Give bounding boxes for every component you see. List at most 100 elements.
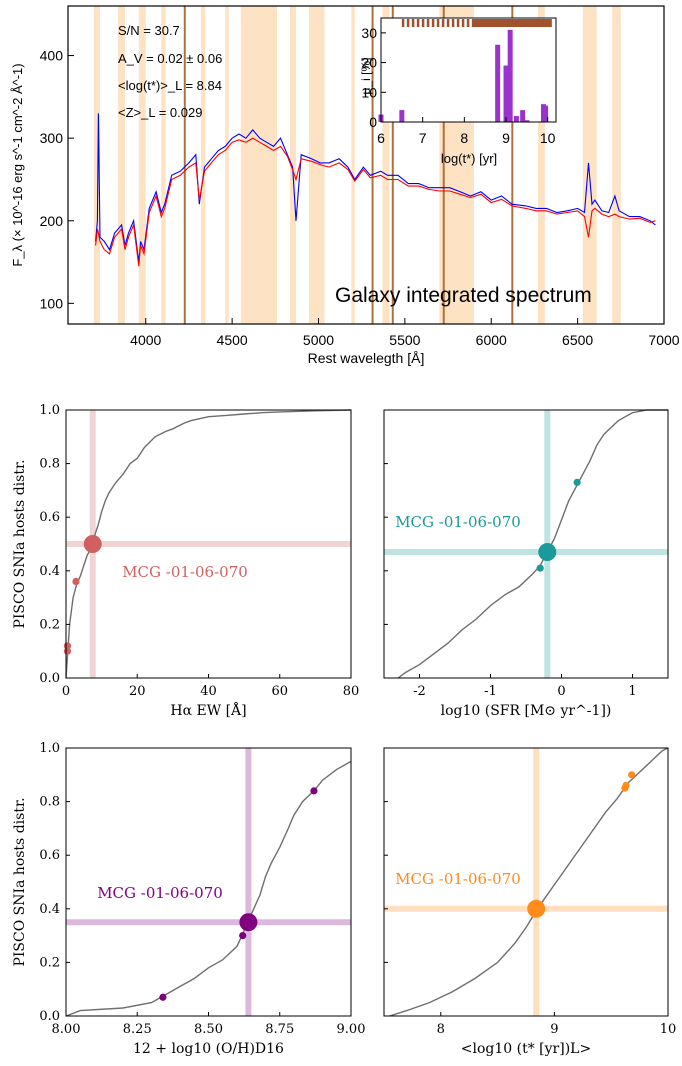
masked-band xyxy=(225,6,229,324)
masked-band xyxy=(118,6,126,324)
x-tick-label: 10 xyxy=(660,1022,677,1037)
inset-bar xyxy=(513,116,519,122)
x-tick-label: 80 xyxy=(343,684,360,699)
annot-sn: S/N = 30.7 xyxy=(118,23,180,38)
panel-frame xyxy=(383,409,669,679)
inset-xlabel: log(t*) [yr] xyxy=(441,151,497,166)
age-strip-tick xyxy=(411,19,415,27)
galaxy-label: MCG -01-06-070 xyxy=(395,870,521,888)
x-tick-label: 6500 xyxy=(562,332,593,348)
y-axis-label: PISCO SNIa hosts distr. xyxy=(12,797,28,966)
masked-band xyxy=(161,6,166,324)
galaxy-label: MCG -01-06-070 xyxy=(97,884,223,902)
age-strip-tick xyxy=(406,19,410,27)
age-strip-tick xyxy=(401,19,405,27)
x-tick-label: 5500 xyxy=(389,332,420,348)
y-axis-label: PISCO SNIa hosts distr. xyxy=(12,459,28,628)
age-strip-tick xyxy=(471,19,475,27)
y-tick-label: 0.0 xyxy=(39,1009,60,1024)
x-tick-label: 60 xyxy=(271,684,288,699)
host-point xyxy=(63,647,72,655)
panel-frame xyxy=(383,747,669,1017)
spectrum-title: Galaxy integrated spectrum xyxy=(335,284,592,307)
age-strip-tick xyxy=(416,19,420,27)
age-strip-tick xyxy=(446,19,450,27)
y-tick-label: 0.8 xyxy=(39,457,60,472)
x-axis-label: Hα EW [Å] xyxy=(170,701,246,719)
panel-frame xyxy=(65,747,352,1017)
spectrum-series xyxy=(95,113,656,267)
age-strip-tick xyxy=(451,19,455,27)
inset-frame xyxy=(380,17,557,123)
spectrum-xlabel: Rest wavelegth [Å] xyxy=(308,350,425,366)
y-tick-label: 100 xyxy=(40,295,64,311)
host-point xyxy=(159,993,167,1001)
age-strip-tick xyxy=(436,19,440,27)
cdf-line xyxy=(65,409,352,679)
inset-bar xyxy=(507,29,513,123)
x-tick-label: 0 xyxy=(62,684,70,699)
y-tick-label: 0.4 xyxy=(39,902,60,917)
inset-bar xyxy=(524,120,530,122)
galaxy-label: MCG -01-06-070 xyxy=(395,513,521,531)
x-tick-label: 4500 xyxy=(217,332,248,348)
x-tick-label: 9 xyxy=(550,1022,558,1037)
age-strip-tick xyxy=(466,19,470,27)
masked-band xyxy=(351,6,355,324)
inset-bar xyxy=(399,110,405,122)
masked-band xyxy=(240,6,278,324)
inset-bar xyxy=(543,105,549,122)
inset-age-strip xyxy=(401,19,552,27)
host-point xyxy=(310,787,318,795)
x-axis-label: 12 + log10 (O/H)D16 xyxy=(133,1041,284,1057)
y-tick-label: 0.2 xyxy=(39,617,60,632)
annot-age: <log(t*)>_L = 8.84 xyxy=(118,78,222,93)
inset-background xyxy=(381,18,556,122)
spectrum-ylabel: F_λ (× 10^-16 erg s^-1 cm^-2 Å^-1) xyxy=(10,63,25,266)
age-strip-tick xyxy=(431,19,435,27)
x-tick-label: 8.25 xyxy=(123,1022,152,1037)
target-point xyxy=(538,543,557,562)
x-tick-label: 8.75 xyxy=(265,1022,294,1037)
x-tick-label: 8.50 xyxy=(194,1022,223,1037)
host-point xyxy=(628,771,636,779)
inset-x-tick-label: 9 xyxy=(502,130,510,146)
y-tick-label: 0.6 xyxy=(39,510,60,525)
spectrum-frame xyxy=(67,5,665,325)
masked-band xyxy=(138,6,146,324)
spectrum-series-line xyxy=(95,137,656,267)
inset-bar xyxy=(495,44,501,122)
panel-metallicity: MCG -01-06-070 8.00 8.25 8.50 8.75 9.00 0.0 0.2… xyxy=(12,741,365,1057)
target-point xyxy=(239,913,258,932)
galaxy-label: MCG -01-06-070 xyxy=(122,563,248,581)
masked-band xyxy=(201,6,206,324)
x-axis-label: <log10 (t* [yr])L> xyxy=(461,1041,591,1057)
cdf-line xyxy=(397,409,668,679)
spectrum-series-line xyxy=(95,113,656,263)
inset-x-tick-label: 10 xyxy=(540,130,556,146)
masked-band xyxy=(612,6,621,324)
x-tick-label: 20 xyxy=(129,684,146,699)
masked-band xyxy=(93,6,100,324)
x-tick-label: -1 xyxy=(484,684,497,699)
inset-x-tick-label: 8 xyxy=(460,130,468,146)
target-point xyxy=(83,535,102,553)
y-tick-label: 200 xyxy=(40,213,64,229)
annot-av: A_V = 0.02 ± 0.06 xyxy=(118,51,222,66)
age-strip-tick xyxy=(426,19,430,27)
inset-histogram: 6 7 8 9 10 0 10 20 30 log(t*) [yr] μ_i [%] xyxy=(359,17,557,166)
inset-y-tick-label: 20 xyxy=(361,55,377,71)
host-point xyxy=(239,932,247,940)
masked-band xyxy=(537,6,545,324)
y-tick-label: 1.0 xyxy=(39,741,60,756)
x-tick-label: 1 xyxy=(628,684,636,699)
inset-y-tick-label: 0 xyxy=(369,114,377,130)
y-tick-label: 0.6 xyxy=(39,848,60,863)
inset-bar xyxy=(520,110,526,122)
y-tick-label: 0.8 xyxy=(39,795,60,810)
age-strip-tick xyxy=(456,19,460,27)
age-strip-solid xyxy=(472,19,552,27)
host-point xyxy=(72,577,80,586)
